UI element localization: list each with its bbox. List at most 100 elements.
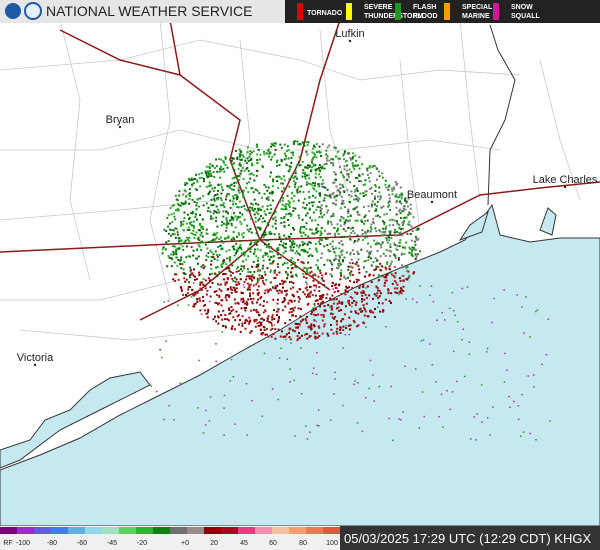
echo: [382, 309, 385, 312]
echo: [207, 252, 210, 255]
echo: [302, 169, 305, 172]
echo: [366, 296, 368, 299]
echo: [279, 335, 282, 338]
echo: [346, 215, 349, 218]
echo: [301, 393, 303, 395]
echo: [207, 172, 210, 175]
echo: [398, 223, 401, 226]
echo: [223, 394, 226, 397]
echo: [267, 239, 270, 242]
echo: [305, 141, 308, 144]
echo: [225, 267, 228, 270]
echo: [202, 204, 205, 207]
echo: [189, 269, 192, 272]
echo: [281, 203, 284, 206]
echo: [283, 205, 286, 207]
echo: [200, 241, 202, 244]
echo: [297, 266, 300, 269]
echo: [388, 197, 391, 200]
echo: [311, 310, 313, 313]
echo: [286, 358, 289, 360]
echo: [308, 164, 311, 167]
echo: [286, 277, 289, 280]
echo: [327, 334, 330, 337]
echo: [288, 329, 291, 332]
echo: [196, 300, 199, 303]
echo: [171, 205, 174, 208]
echo: [281, 279, 283, 282]
echo: [207, 277, 210, 280]
echo: [354, 310, 357, 313]
echo: [403, 220, 406, 222]
echo: [356, 264, 359, 267]
echo: [353, 300, 356, 302]
echo: [230, 291, 233, 294]
echo: [318, 185, 321, 188]
echo: [363, 298, 366, 301]
echo: [332, 288, 335, 290]
echo: [269, 271, 272, 273]
echo: [185, 256, 188, 259]
echo: [267, 196, 270, 199]
echo: [275, 227, 277, 230]
echo: [342, 202, 345, 205]
echo: [259, 249, 262, 252]
echo: [331, 313, 334, 316]
echo: [292, 200, 295, 203]
echo: [319, 297, 321, 300]
echo: [342, 174, 344, 177]
echo: [276, 310, 279, 313]
echo: [345, 324, 347, 327]
echo: [301, 218, 304, 221]
echo: [205, 312, 208, 315]
scale-label: -20: [137, 540, 147, 547]
echo: [409, 207, 412, 210]
echo: [312, 309, 315, 312]
echo: [280, 177, 283, 180]
echo: [238, 185, 241, 188]
echo: [396, 287, 399, 290]
echo: [325, 157, 328, 160]
echo: [319, 305, 322, 308]
echo: [290, 246, 293, 249]
echo: [335, 330, 338, 333]
echo: [281, 301, 284, 304]
echo: [195, 204, 198, 207]
echo: [245, 162, 248, 165]
echo: [358, 213, 361, 216]
echo: [323, 263, 326, 266]
echo: [170, 265, 173, 268]
echo: [292, 286, 295, 289]
echo: [356, 211, 359, 213]
echo: [231, 177, 234, 180]
echo: [311, 219, 313, 222]
echo: [176, 233, 179, 236]
echo: [196, 278, 199, 281]
echo: [311, 294, 314, 297]
echo: [187, 286, 190, 288]
echo: [194, 216, 197, 219]
echo: [319, 151, 322, 154]
echo: [264, 254, 267, 256]
echo: [342, 154, 345, 157]
echo: [263, 283, 266, 286]
echo: [223, 161, 226, 164]
echo: [326, 146, 329, 149]
echo: [218, 238, 221, 241]
echo: [178, 247, 181, 250]
echo: [305, 333, 308, 335]
echo: [232, 218, 235, 221]
echo: [204, 170, 207, 173]
echo: [187, 238, 190, 241]
echo: [248, 283, 251, 286]
echo: [198, 197, 201, 200]
echo: [383, 223, 386, 226]
echo: [286, 150, 288, 153]
echo: [343, 158, 346, 161]
echo: [182, 223, 185, 226]
echo: [310, 290, 312, 293]
echo: [390, 301, 392, 304]
echo: [249, 283, 252, 286]
echo: [220, 263, 223, 266]
echo: [351, 274, 354, 276]
